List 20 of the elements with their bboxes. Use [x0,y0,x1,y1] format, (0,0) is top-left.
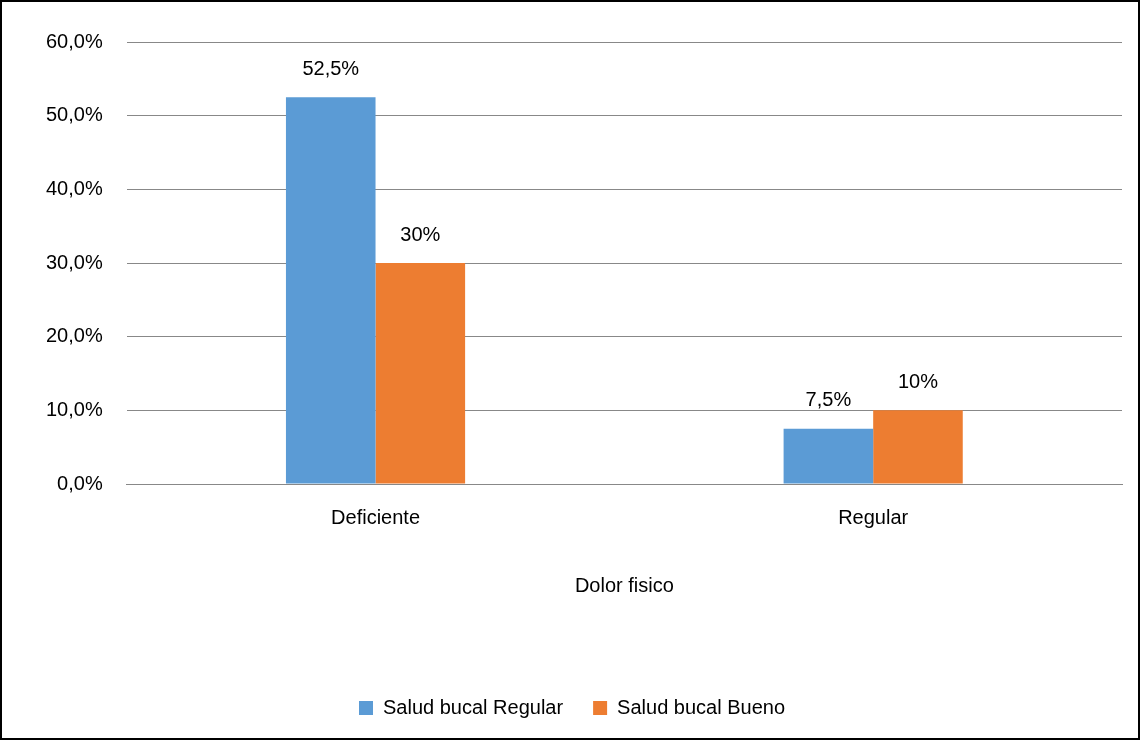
bar [783,428,874,484]
data-label: 7,5% [805,388,852,411]
data-label: 30% [400,222,441,245]
bar [873,410,963,484]
y-tick-label: 0,0% [57,471,103,494]
data-label: 10% [897,369,939,392]
y-tick-label: 50,0% [45,103,103,126]
y-tick-label: 20,0% [45,324,103,347]
bar [375,263,466,484]
y-tick-label: 30,0% [45,250,103,273]
x-tick-label: Deficiente [331,505,420,528]
x-axis-title: Dolor fisico [574,573,674,596]
data-label: 52,5% [302,56,360,79]
y-tick-label: 40,0% [45,176,103,199]
legend-label: Salud bucal Regular [382,695,564,718]
legend-label: Salud bucal Bueno [617,695,786,718]
x-tick-label: Regular [838,505,909,528]
y-tick-label: 10,0% [45,397,103,420]
y-tick-label: 60,0% [45,29,103,52]
bar [285,97,376,484]
